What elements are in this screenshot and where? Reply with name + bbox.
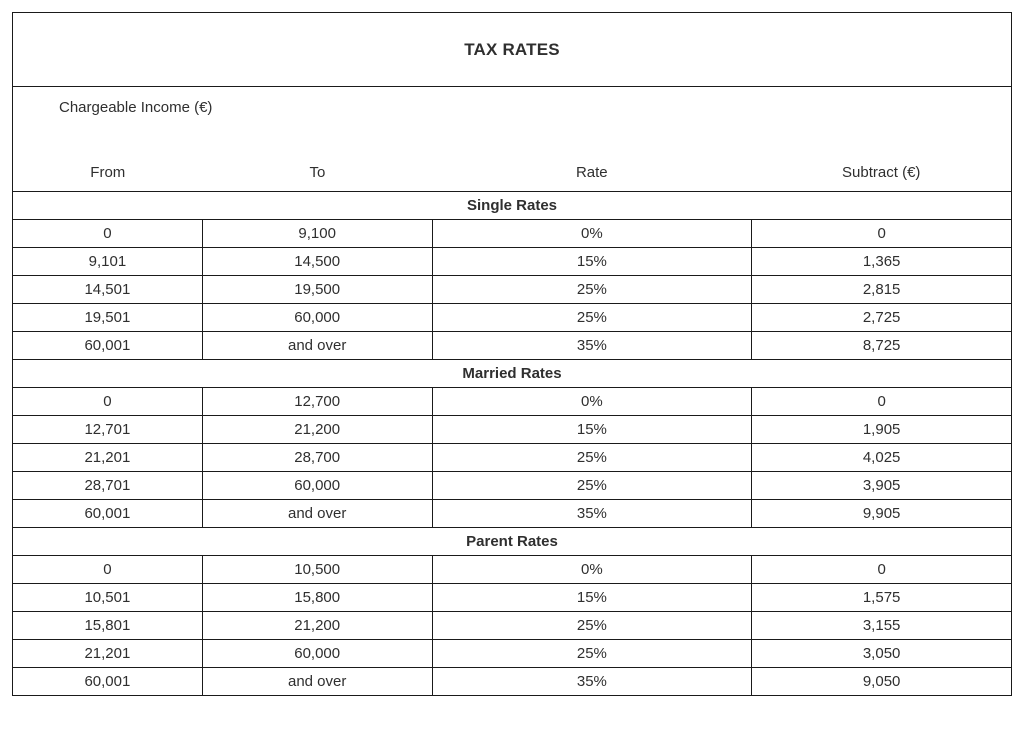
table-row: 010,5000%0 (13, 556, 1012, 584)
cell-rate: 35% (432, 332, 752, 360)
table-row: 10,50115,80015%1,575 (13, 584, 1012, 612)
cell-subtract: 9,050 (752, 668, 1012, 696)
table-row: 28,70160,00025%3,905 (13, 472, 1012, 500)
cell-to: and over (202, 668, 432, 696)
cell-rate: 25% (432, 276, 752, 304)
table-row: 012,7000%0 (13, 388, 1012, 416)
cell-rate: 25% (432, 472, 752, 500)
cell-to: 19,500 (202, 276, 432, 304)
cell-subtract: 0 (752, 220, 1012, 248)
cell-to: 60,000 (202, 304, 432, 332)
cell-subtract: 3,050 (752, 640, 1012, 668)
section-header-row: Married Rates (13, 360, 1012, 388)
cell-rate: 0% (432, 556, 752, 584)
cell-subtract: 0 (752, 388, 1012, 416)
col-from-label: From (13, 164, 203, 181)
header-row: Chargeable Income (€) From To Rate Subtr… (13, 87, 1012, 192)
section-header: Single Rates (13, 192, 1012, 220)
section-header-row: Parent Rates (13, 528, 1012, 556)
cell-subtract: 9,905 (752, 500, 1012, 528)
cell-rate: 15% (432, 416, 752, 444)
cell-from: 60,001 (13, 668, 203, 696)
cell-from: 9,101 (13, 248, 203, 276)
cell-subtract: 2,725 (752, 304, 1012, 332)
cell-subtract: 3,905 (752, 472, 1012, 500)
cell-from: 60,001 (13, 500, 203, 528)
cell-to: and over (202, 332, 432, 360)
cell-rate: 0% (432, 388, 752, 416)
section-header: Married Rates (13, 360, 1012, 388)
cell-from: 19,501 (13, 304, 203, 332)
cell-to: 10,500 (202, 556, 432, 584)
chargeable-income-label: Chargeable Income (€) (59, 99, 212, 116)
table-row: 14,50119,50025%2,815 (13, 276, 1012, 304)
table-row: 21,20160,00025%3,050 (13, 640, 1012, 668)
cell-from: 0 (13, 388, 203, 416)
col-subtract-label: Subtract (€) (752, 164, 1011, 181)
cell-subtract: 3,155 (752, 612, 1012, 640)
cell-from: 0 (13, 556, 203, 584)
cell-subtract: 1,575 (752, 584, 1012, 612)
table-title: TAX RATES (13, 13, 1012, 87)
tax-rates-table: TAX RATES Chargeable Income (€) From To … (12, 12, 1012, 696)
cell-subtract: 8,725 (752, 332, 1012, 360)
cell-rate: 15% (432, 584, 752, 612)
cell-from: 10,501 (13, 584, 203, 612)
cell-to: 9,100 (202, 220, 432, 248)
cell-subtract: 1,365 (752, 248, 1012, 276)
table-row: 19,50160,00025%2,725 (13, 304, 1012, 332)
table-row: 60,001and over35%9,050 (13, 668, 1012, 696)
cell-to: 21,200 (202, 416, 432, 444)
col-rate-label: Rate (432, 164, 751, 181)
table-row: 09,1000%0 (13, 220, 1012, 248)
cell-rate: 25% (432, 444, 752, 472)
cell-to: 28,700 (202, 444, 432, 472)
cell-rate: 0% (432, 220, 752, 248)
cell-from: 14,501 (13, 276, 203, 304)
cell-rate: 35% (432, 500, 752, 528)
table-row: 12,70121,20015%1,905 (13, 416, 1012, 444)
table-row: 60,001and over35%9,905 (13, 500, 1012, 528)
cell-rate: 25% (432, 304, 752, 332)
cell-to: 60,000 (202, 472, 432, 500)
section-header: Parent Rates (13, 528, 1012, 556)
table-row: 21,20128,70025%4,025 (13, 444, 1012, 472)
cell-to: 15,800 (202, 584, 432, 612)
table-row: 15,80121,20025%3,155 (13, 612, 1012, 640)
cell-subtract: 0 (752, 556, 1012, 584)
cell-subtract: 1,905 (752, 416, 1012, 444)
cell-rate: 35% (432, 668, 752, 696)
section-header-row: Single Rates (13, 192, 1012, 220)
cell-from: 0 (13, 220, 203, 248)
cell-rate: 25% (432, 612, 752, 640)
col-to-label: To (203, 164, 433, 181)
title-row: TAX RATES (13, 13, 1012, 87)
cell-to: 14,500 (202, 248, 432, 276)
cell-subtract: 4,025 (752, 444, 1012, 472)
cell-to: 12,700 (202, 388, 432, 416)
cell-from: 28,701 (13, 472, 203, 500)
column-labels: From To Rate Subtract (€) (13, 164, 1011, 181)
cell-from: 15,801 (13, 612, 203, 640)
cell-to: 21,200 (202, 612, 432, 640)
table-row: 9,10114,50015%1,365 (13, 248, 1012, 276)
cell-to: 60,000 (202, 640, 432, 668)
cell-to: and over (202, 500, 432, 528)
cell-rate: 15% (432, 248, 752, 276)
table-row: 60,001and over35%8,725 (13, 332, 1012, 360)
cell-from: 12,701 (13, 416, 203, 444)
header-cell: Chargeable Income (€) From To Rate Subtr… (13, 87, 1012, 192)
cell-from: 60,001 (13, 332, 203, 360)
cell-from: 21,201 (13, 640, 203, 668)
cell-rate: 25% (432, 640, 752, 668)
cell-subtract: 2,815 (752, 276, 1012, 304)
cell-from: 21,201 (13, 444, 203, 472)
